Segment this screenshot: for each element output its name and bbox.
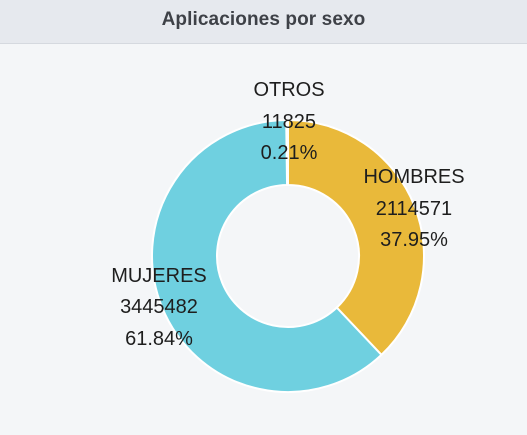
slice-hombres[interactable] xyxy=(287,118,425,357)
slice-label-mujeres: MUJERES xyxy=(111,265,207,287)
donut-slices xyxy=(151,118,425,393)
slice-value-hombres: 2114571 xyxy=(376,198,452,220)
slice-value-mujeres: 3445482 xyxy=(120,296,198,318)
slice-labels: OTROS 11825 0.21% HOMBRES 2114571 37.95%… xyxy=(111,79,464,350)
slice-percent-otros: 0.21% xyxy=(261,142,318,164)
panel-title: Aplicaciones por sexo xyxy=(161,9,366,30)
slice-mujeres[interactable] xyxy=(151,118,383,393)
slice-percent-hombres: 37.95% xyxy=(380,229,448,251)
slice-label-hombres: HOMBRES xyxy=(363,166,464,188)
panel-header: Aplicaciones por sexo xyxy=(0,0,527,44)
slice-label-otros: OTROS xyxy=(253,79,324,101)
slice-percent-mujeres: 61.84% xyxy=(125,328,193,350)
slice-value-otros: 11825 xyxy=(262,111,316,133)
